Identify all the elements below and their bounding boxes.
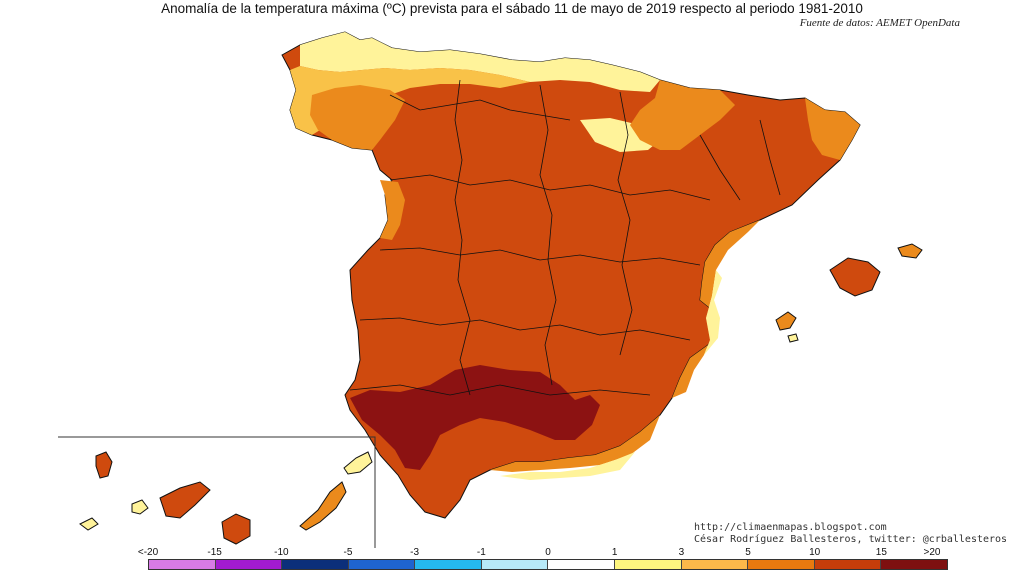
formentera bbox=[787, 333, 799, 343]
legend-tick: 1 bbox=[611, 547, 618, 558]
fuerteventura bbox=[299, 481, 347, 531]
legend-swatch bbox=[348, 560, 416, 569]
legend-tick: -15 bbox=[207, 547, 222, 558]
legend-tick: -5 bbox=[343, 547, 353, 558]
portugal-border-orange bbox=[380, 180, 405, 240]
ibiza bbox=[775, 311, 797, 331]
north-coast-band bbox=[300, 32, 660, 92]
lanzarote bbox=[343, 451, 373, 475]
legend-swatch bbox=[481, 560, 549, 569]
legend-tick: 0 bbox=[545, 547, 551, 558]
legend-swatch bbox=[215, 560, 283, 569]
legend-swatch bbox=[282, 560, 349, 569]
legend-swatches bbox=[148, 559, 948, 570]
el-hierro bbox=[79, 517, 99, 531]
la-gomera bbox=[131, 499, 149, 515]
guadalquivir-hot bbox=[350, 365, 600, 470]
legend-tick: 3 bbox=[678, 547, 685, 558]
south-coast-orange bbox=[490, 415, 660, 472]
map-title: Anomalía de la temperatura máxima (ºC) p… bbox=[161, 1, 863, 16]
east-coast-pale bbox=[704, 270, 722, 355]
legend-tick: 15 bbox=[875, 547, 887, 558]
legend-tick: 10 bbox=[809, 547, 821, 558]
menorca bbox=[897, 243, 923, 259]
north-light-orange bbox=[290, 66, 530, 135]
galicia-orange bbox=[310, 85, 405, 150]
legend-tick: <-20 bbox=[137, 547, 159, 558]
blog-url: http://climaenmapas.blogspot.com bbox=[694, 522, 887, 533]
south-coast-pale bbox=[500, 452, 635, 480]
legend-tick: -10 bbox=[274, 547, 289, 558]
legend-swatch bbox=[814, 560, 882, 569]
legend-swatch bbox=[615, 560, 682, 569]
canary-inset bbox=[58, 436, 376, 548]
legend-swatch bbox=[748, 560, 815, 569]
credits: http://climaenmapas.blogspot.com César R… bbox=[694, 522, 1007, 546]
legend-swatch bbox=[149, 560, 216, 569]
legend-swatch bbox=[548, 560, 616, 569]
data-source: Fuente de datos: AEMET OpenData bbox=[799, 17, 960, 29]
east-coast-orange bbox=[672, 220, 760, 398]
region-borders bbox=[349, 79, 781, 396]
legend-tick: >20 bbox=[923, 547, 941, 558]
legend-tick: -1 bbox=[476, 547, 486, 558]
gran-canaria bbox=[221, 513, 251, 545]
tenerife bbox=[159, 481, 211, 519]
ebro-orange bbox=[630, 80, 735, 150]
author-credit: César Rodríguez Ballesteros, twitter: @c… bbox=[694, 534, 1008, 545]
color-legend: <-20 -15 -10 -5 -3 -1 0 1 3 5 10 15 >20 bbox=[138, 547, 948, 575]
catalonia-orange bbox=[805, 98, 860, 160]
mallorca bbox=[829, 257, 881, 297]
legend-swatch bbox=[881, 560, 947, 569]
legend-tick: -3 bbox=[410, 547, 420, 558]
legend-swatch bbox=[415, 560, 482, 569]
legend-tick: 5 bbox=[745, 547, 751, 558]
legend-swatch bbox=[681, 560, 749, 569]
la-palma bbox=[95, 451, 113, 479]
